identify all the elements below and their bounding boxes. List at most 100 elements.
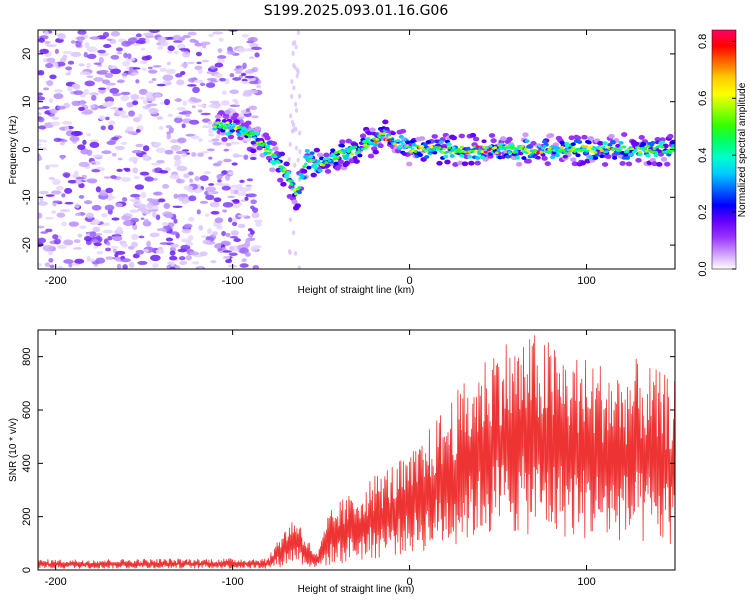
spectral-blob	[588, 155, 594, 160]
spectral-blob	[571, 161, 579, 167]
spectral-blob	[283, 161, 290, 167]
noise-blob	[244, 196, 249, 201]
noise-blob	[106, 38, 113, 42]
noise-blob	[145, 91, 156, 98]
noise-blob	[115, 250, 126, 255]
noise-blob	[232, 77, 242, 81]
noise-blob	[294, 44, 298, 50]
y-tick-label: 600	[21, 401, 33, 419]
noise-blob	[89, 141, 100, 148]
noise-blob	[70, 51, 82, 57]
noise-blob	[169, 250, 176, 256]
noise-blob	[49, 74, 57, 80]
noise-blob	[45, 63, 54, 69]
noise-blob	[138, 37, 146, 42]
noise-blob	[232, 199, 240, 204]
noise-blob	[252, 265, 259, 269]
spectral-blob	[233, 127, 238, 131]
x-tick-label: -100	[222, 576, 244, 588]
noise-blob	[93, 62, 102, 65]
noise-blob	[210, 65, 216, 70]
noise-blob	[56, 212, 66, 218]
noise-blob	[74, 203, 80, 209]
noise-blob	[217, 248, 223, 251]
spectral-blob	[458, 150, 463, 154]
spectral-blob	[653, 153, 659, 158]
spectral-blob	[323, 152, 330, 158]
noise-blob	[73, 239, 81, 244]
noise-blob	[132, 224, 138, 231]
spectral-blob	[259, 140, 264, 144]
spectral-blob	[597, 140, 604, 146]
noise-blob	[38, 190, 49, 195]
noise-blob	[46, 80, 54, 87]
noise-blob	[156, 83, 166, 87]
x-tick-label: -200	[45, 576, 67, 588]
noise-blob	[75, 179, 83, 185]
noise-blob	[221, 90, 227, 95]
spectral-blob	[552, 148, 557, 152]
spectral-blob	[518, 151, 524, 156]
noise-blob	[67, 86, 73, 92]
noise-blob	[226, 50, 236, 55]
noise-blob	[172, 34, 182, 42]
noise-blob	[220, 101, 230, 106]
noise-blob	[256, 84, 262, 89]
spectral-blob	[373, 140, 378, 143]
noise-blob	[201, 125, 212, 129]
noise-blob	[214, 62, 224, 68]
spectrogram-y-axis-label: Frequency (Hz)	[8, 116, 19, 185]
noise-blob	[289, 113, 293, 119]
noise-blob	[139, 96, 145, 100]
noise-blob	[115, 145, 125, 151]
noise-blob	[202, 44, 207, 49]
spectral-blob	[380, 135, 385, 139]
noise-blob	[205, 186, 217, 192]
spectral-blob	[265, 147, 270, 151]
spectral-blob	[382, 119, 389, 125]
noise-blob	[153, 93, 162, 98]
noise-blob	[231, 162, 238, 166]
spectral-blob	[270, 141, 278, 146]
noise-blob	[39, 197, 44, 202]
noise-blob	[38, 154, 42, 161]
spectral-blob	[326, 157, 331, 160]
noise-blob	[60, 209, 71, 212]
noise-blob	[247, 89, 259, 94]
noise-blob	[245, 184, 252, 188]
noise-blob	[210, 210, 220, 215]
spectral-blob	[398, 134, 404, 139]
noise-blob	[75, 212, 82, 216]
noise-blob	[244, 75, 255, 79]
noise-blob	[195, 51, 202, 57]
noise-blob	[98, 87, 107, 90]
spectral-blob	[440, 151, 445, 154]
noise-blob	[107, 124, 114, 131]
spectral-blob	[392, 142, 397, 146]
spectral-blob	[461, 161, 469, 167]
noise-blob	[169, 266, 176, 269]
noise-blob	[155, 214, 161, 221]
spectral-blob	[296, 190, 302, 195]
noise-blob	[90, 95, 97, 101]
spectral-blob	[459, 153, 465, 158]
noise-blob	[296, 69, 300, 75]
noise-blob	[229, 245, 235, 252]
noise-blob	[121, 40, 132, 47]
noise-blob	[185, 113, 190, 118]
noise-blob	[219, 77, 226, 82]
spectral-blob	[537, 144, 542, 148]
spectral-blob	[650, 140, 656, 145]
spectral-blob	[446, 142, 452, 147]
snr-series-line	[38, 335, 675, 569]
noise-blob	[144, 176, 154, 182]
spectral-blob	[517, 145, 522, 148]
noise-blob	[67, 60, 75, 65]
spectral-blob	[592, 156, 599, 160]
noise-blob	[197, 109, 203, 113]
spectral-blob	[339, 143, 345, 148]
noise-blob	[148, 69, 158, 74]
spectral-blob	[472, 145, 477, 149]
spectral-blob	[505, 154, 511, 159]
noise-blob	[128, 198, 139, 202]
